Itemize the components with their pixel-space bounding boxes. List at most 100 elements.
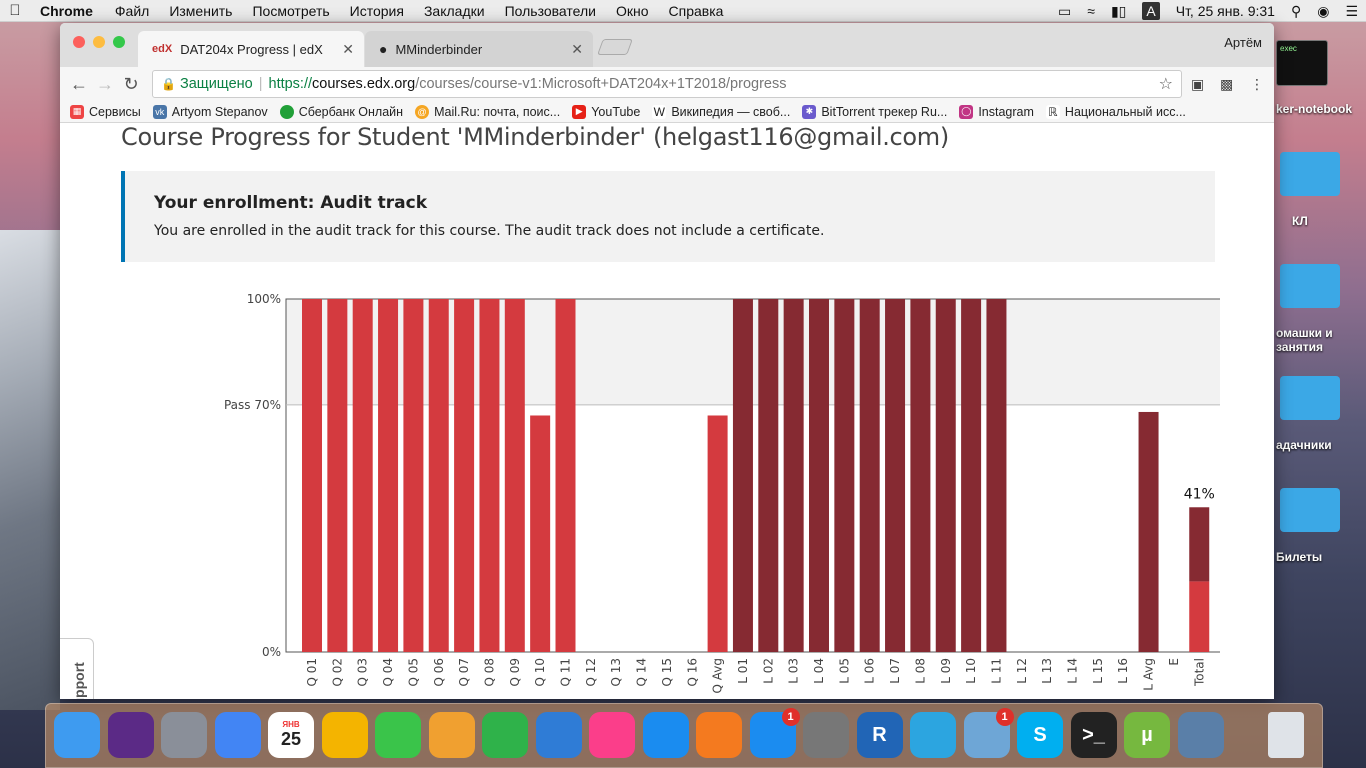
bookmark-vk[interactable]: vk Artyom Stepanov [152,104,268,119]
support-tab[interactable]: Support [60,638,94,699]
menu-history[interactable]: История [349,2,404,19]
back-arrow-icon[interactable]: ← [70,73,88,94]
bar-q-avg[interactable] [707,415,728,652]
bar-l-03[interactable] [783,299,804,652]
extension-icon[interactable]: ▩ [1220,76,1234,92]
finder-icon[interactable] [54,712,100,758]
menu-view[interactable]: Посмотреть [252,2,330,19]
apple-icon[interactable]:  [0,2,30,19]
system-preferences-icon[interactable] [803,712,849,758]
preview-icon[interactable]: 1 [963,708,1014,758]
reload-icon[interactable]: ↻ [123,73,139,94]
bookmark-bittorrent[interactable]: ✱ BitTorrent трекер Ru... [802,104,947,119]
bar-total-lab[interactable] [1189,507,1210,582]
bookmark-national-library[interactable]: ℝ Национальный исс... [1045,104,1186,119]
new-tab-button[interactable] [597,39,633,55]
launchpad-icon[interactable] [161,712,207,758]
bookmark-instagram[interactable]: ◯ Instagram [959,104,1034,119]
telegram-icon[interactable] [910,712,956,758]
menu-app-name[interactable]: Chrome [40,2,93,19]
chrome-menu-icon[interactable]: ⋮ [1250,76,1264,92]
safari-icon[interactable] [642,712,689,758]
close-window-button[interactable] [73,36,85,48]
profile-button[interactable]: Артём [1224,35,1262,50]
keynote-icon[interactable] [535,712,582,758]
close-tab-icon[interactable]: ✕ [342,41,354,57]
bar-q-02[interactable] [327,299,348,652]
terminal-thumbnail[interactable]: exec [1276,40,1328,86]
r-icon[interactable]: R [856,712,903,758]
bar-l-11[interactable] [986,299,1007,652]
bookmark-sberbank[interactable]: Сбербанк Онлайн [279,104,403,119]
battery-icon[interactable]: ▮▯ [1110,2,1127,19]
bar-l-08[interactable] [910,299,931,652]
bookmark-wikipedia[interactable]: W Википедия — своб... [652,104,790,119]
bar-q-04[interactable] [378,299,399,652]
photos-icon[interactable] [321,712,368,758]
folder-icon[interactable] [1280,264,1340,308]
keyboard-layout-indicator[interactable]: A [1142,2,1160,20]
facetime-icon[interactable] [375,712,421,758]
terminal-icon[interactable]: >_ [1070,712,1117,758]
menu-window[interactable]: Окно [615,2,649,19]
bar-q-11[interactable] [555,299,576,652]
folder-icon[interactable] [1280,152,1340,196]
siri-icon[interactable] [107,712,154,758]
bar-q-03[interactable] [352,299,373,652]
bar-q-05[interactable] [403,299,424,652]
numbers-icon[interactable] [482,712,528,758]
address-bar[interactable]: 🔒 Защищено | https://courses.edx.org/cou… [152,70,1182,98]
pages-icon[interactable] [428,712,475,758]
bars [302,299,1210,652]
calendar-icon[interactable]: ЯНВ 25 [268,712,314,758]
folder-icon[interactable] [1280,488,1340,532]
iphoto-icon[interactable] [1177,712,1224,758]
bar-q-06[interactable] [428,299,449,652]
itunes-icon[interactable] [589,712,635,758]
close-tab-icon[interactable]: ✕ [571,41,583,57]
bookmark-youtube[interactable]: ▶ YouTube [572,104,640,119]
bar-total-quiz[interactable] [1189,581,1210,652]
bar-l-avg[interactable] [1138,411,1159,652]
bar-q-01[interactable] [302,299,322,652]
notification-center-icon[interactable]: ☰ [1345,2,1358,19]
bookmark-mailru[interactable]: @ Mail.Ru: почта, поис... [415,104,560,119]
bar-l-10[interactable] [961,299,982,652]
chrome-icon[interactable] [214,712,261,758]
clock[interactable]: Чт, 25 янв. 9:31 [1175,3,1275,19]
bookmark-apps[interactable]: ▦ Сервисы [70,104,141,119]
bar-l-04[interactable] [809,299,829,652]
bar-q-08[interactable] [479,299,500,652]
airplay-icon[interactable]: ▭ [1058,2,1072,19]
spotlight-icon[interactable]: ⚲ [1290,2,1302,19]
bar-q-10[interactable] [530,415,551,652]
zoom-window-button[interactable] [113,36,125,48]
extension-icon[interactable]: ▣ [1191,76,1205,92]
bar-q-09[interactable] [504,299,525,652]
menu-help[interactable]: Справка [668,2,724,19]
menu-bookmarks[interactable]: Закладки [423,2,485,19]
bar-q-07[interactable] [454,299,475,652]
forward-arrow-icon[interactable]: → [96,73,114,94]
appstore-icon[interactable]: 1 [749,708,800,758]
bookmark-star-icon[interactable]: ☆ [1158,76,1173,93]
siri-menu-icon[interactable]: ◉ [1317,2,1330,19]
bar-l-07[interactable] [885,299,906,652]
bar-l-02[interactable] [758,299,779,652]
bar-l-06[interactable] [859,299,880,652]
bar-l-01[interactable] [732,299,753,652]
menu-edit[interactable]: Изменить [169,2,233,19]
bar-l-05[interactable] [834,299,855,652]
minimize-window-button[interactable] [93,36,105,48]
tab-edx-progress[interactable]: edX DAT204x Progress | edX ✕ [138,31,364,67]
folder-icon[interactable] [1280,376,1340,420]
tab-github[interactable]: ● MMinderbinder ✕ [365,31,593,67]
utorrent-icon[interactable]: µ [1124,712,1170,758]
menu-users[interactable]: Пользователи [504,2,596,19]
menu-file[interactable]: Файл [114,2,150,19]
skype-icon[interactable]: S [1017,712,1063,758]
ibooks-icon[interactable] [696,712,742,758]
trash-icon[interactable] [1268,712,1304,758]
bar-l-09[interactable] [935,299,956,652]
wifi-icon[interactable]: ≈ [1087,3,1095,19]
